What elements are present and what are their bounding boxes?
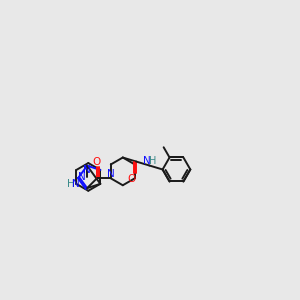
Text: H: H: [149, 156, 156, 166]
Text: N: N: [107, 169, 115, 179]
Text: N: N: [83, 164, 91, 175]
Text: N: N: [143, 156, 151, 166]
Text: N: N: [78, 172, 86, 182]
Text: H: H: [67, 179, 75, 189]
Text: N: N: [72, 179, 80, 189]
Text: O: O: [93, 157, 101, 167]
Text: O: O: [127, 174, 136, 184]
